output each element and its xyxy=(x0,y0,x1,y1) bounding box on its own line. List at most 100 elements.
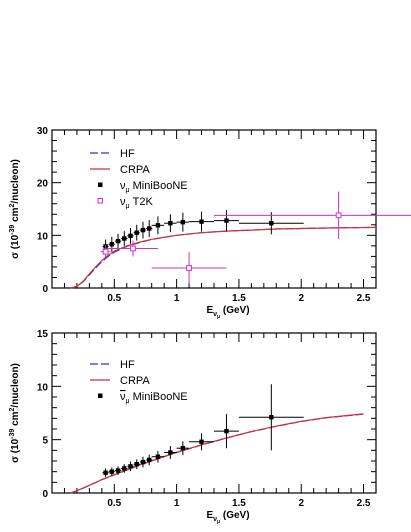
legend-label-sub: μ xyxy=(126,203,130,210)
x-axis-title: Eνμ (GeV) xyxy=(206,510,249,525)
x-axis-title-unit: (GeV) xyxy=(220,305,249,316)
legend-label: νμ MiniBooNE xyxy=(120,180,188,194)
series-hf-line xyxy=(70,413,364,494)
series-miniboone-point xyxy=(168,221,173,226)
legend-label-nu: ν xyxy=(120,180,126,192)
x-tick-label: 2.5 xyxy=(357,293,371,304)
series-miniboone-point xyxy=(103,470,108,475)
series-miniboone-point xyxy=(180,446,186,451)
y-axis-title-exp: -39 xyxy=(9,225,16,235)
plot-frame xyxy=(51,332,377,494)
x-axis-title: Eνμ (GeV) xyxy=(206,305,249,320)
series-miniboone-point xyxy=(109,469,115,474)
legend-label: CRPA xyxy=(120,164,150,176)
y-axis-title-exp2: 2 xyxy=(9,407,16,411)
series-miniboone-point xyxy=(128,233,133,239)
legend-item-crpa: CRPA xyxy=(90,164,150,176)
series-miniboone-point xyxy=(134,230,139,235)
legend-label-name: MiniBooNE xyxy=(130,180,188,192)
series-miniboone-point xyxy=(122,466,127,471)
x-tick-label: 2 xyxy=(298,498,304,509)
x-axis-title-main: E xyxy=(206,510,213,521)
legend-label: HF xyxy=(120,148,135,160)
x-tick-label: 1 xyxy=(174,498,180,509)
series-miniboone-point xyxy=(140,459,146,465)
y-tick-label: 15 xyxy=(37,329,49,340)
x-tick-label: 0.5 xyxy=(107,293,121,304)
series-miniboone-point xyxy=(224,428,229,434)
y-axis-title: σ (10-39 cm2/nucleon) xyxy=(9,363,21,463)
y-axis-title: σ (10-39 cm2/nucleon) xyxy=(9,159,21,259)
legend-item-hf: HF xyxy=(90,148,135,160)
x-tick-label: 1.5 xyxy=(232,293,246,304)
series-crpa-line xyxy=(70,413,364,494)
x-tick-label: 1.5 xyxy=(232,498,246,509)
y-tick-label: 5 xyxy=(42,436,48,447)
y-axis-title-exp: -39 xyxy=(9,429,16,439)
legend-item-miniboone: νμ MiniBooNE xyxy=(98,391,188,405)
legend-item-hf: HF xyxy=(90,359,135,371)
x-tick-label: 0.5 xyxy=(107,498,121,509)
legend-label-name: T2K xyxy=(130,196,154,208)
y-tick-label: 30 xyxy=(37,126,49,137)
series-t2k-point xyxy=(102,248,109,255)
y-axis-title-mid: cm xyxy=(10,207,21,224)
x-tick-label: 2 xyxy=(298,293,304,304)
legend-item-crpa: CRPA xyxy=(90,375,150,387)
x-axis-title-sub: ν xyxy=(213,311,217,318)
x-tick-label: 1 xyxy=(174,293,180,304)
series-miniboone-point xyxy=(269,415,274,420)
y-tick-label: 20 xyxy=(37,179,49,190)
x-axis-title-subsub: μ xyxy=(217,519,220,525)
legend-label-name: MiniBooNE xyxy=(130,391,188,403)
series-crpa-line xyxy=(70,226,377,289)
x-axis-title-subsub: μ xyxy=(217,314,220,320)
legend-label-nu: ν xyxy=(120,196,126,208)
series-miniboone-point xyxy=(128,464,133,469)
y-axis-title-end: /nucleon) xyxy=(10,363,21,407)
series-miniboone-point xyxy=(115,238,121,244)
legend-label: νμ T2K xyxy=(120,196,153,210)
legend-label-sub: μ xyxy=(126,187,130,194)
y-axis-title-main: σ (10 xyxy=(10,234,21,259)
y-axis-title-end: /nucleon) xyxy=(10,159,21,203)
y-axis-title-main: σ (10 xyxy=(10,438,21,463)
x-tick-label: 2.5 xyxy=(357,498,371,509)
legend-label: CRPA xyxy=(120,375,150,387)
series-miniboone-point xyxy=(155,454,161,459)
y-tick-label: 10 xyxy=(37,382,49,393)
series-miniboone-point xyxy=(122,236,127,241)
series-miniboone-point xyxy=(168,450,173,455)
legend-swatch-filled-square xyxy=(98,182,103,187)
legend-item-miniboone: νμ MiniBooNE xyxy=(98,180,188,194)
y-tick-label: 10 xyxy=(37,231,49,242)
y-axis-title-mid: cm xyxy=(10,411,21,428)
legend-label: νμ MiniBooNE xyxy=(120,391,188,405)
series-t2k-point xyxy=(130,245,136,252)
legend-item-t2k: νμ T2K xyxy=(97,196,153,210)
series-t2k-point xyxy=(335,212,342,219)
series-miniboone-point xyxy=(134,462,139,467)
legend-label-nu: ν xyxy=(120,391,126,403)
plot-frame xyxy=(51,129,377,289)
series-hf-line xyxy=(70,226,377,289)
series-miniboone-point xyxy=(147,226,152,231)
series-miniboone-point xyxy=(180,219,186,225)
y-tick-label: 0 xyxy=(42,284,48,295)
y-axis-title-exp2: 2 xyxy=(9,203,16,207)
series-t2k-point xyxy=(186,265,192,271)
series-miniboone-point xyxy=(155,223,161,228)
legend-swatch-filled-square xyxy=(98,393,103,398)
series-miniboone-point xyxy=(115,468,121,473)
legend-label-sub: μ xyxy=(126,398,130,405)
series-miniboone-point xyxy=(199,439,204,444)
x-axis-title-main: E xyxy=(206,305,213,316)
series-miniboone-point xyxy=(109,242,115,247)
y-tick-label: 0 xyxy=(42,489,48,500)
series-miniboone-point xyxy=(199,219,204,224)
x-axis-title-sub: ν xyxy=(213,516,217,523)
x-axis-title-unit: (GeV) xyxy=(220,510,249,521)
series-miniboone-point xyxy=(140,227,146,233)
